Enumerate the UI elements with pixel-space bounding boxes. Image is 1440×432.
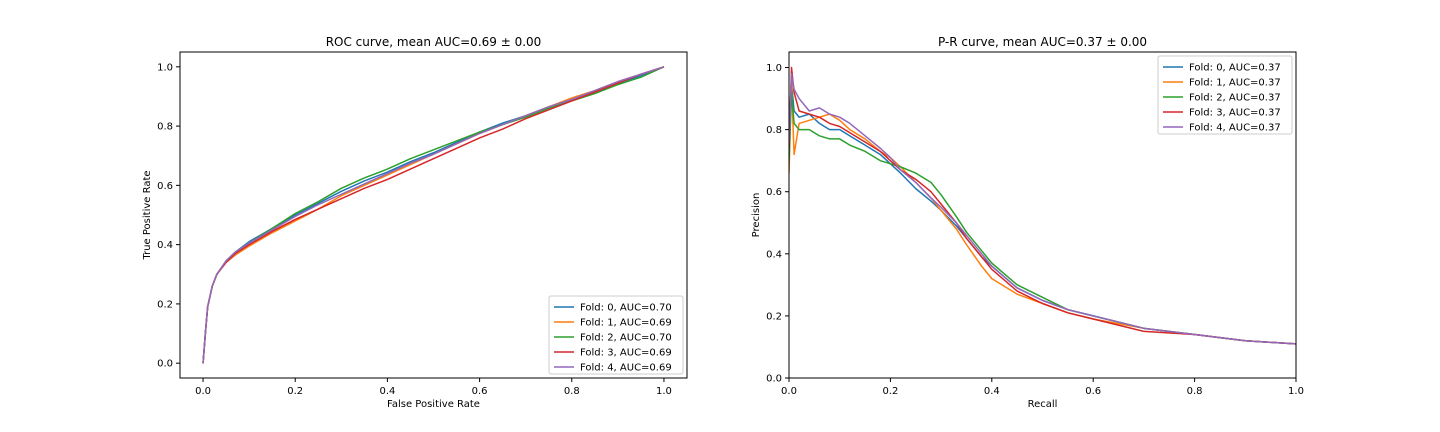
roc-y-tick-label: 1.0 (157, 62, 173, 73)
roc-x-axis-label: False Positive Rate (387, 399, 480, 410)
pr-x-tick-label: 0.0 (781, 386, 797, 397)
pr-y-tick-label: 0.2 (766, 311, 782, 322)
pr-legend-box (1157, 55, 1293, 135)
roc-x-tick-label: 0.8 (564, 386, 580, 397)
roc-x-tick-label: 1.0 (656, 386, 672, 397)
pr-legend-entry: Fold: 3, AUC=0.37 (1189, 108, 1281, 119)
pr-y-tick-label: 1.0 (766, 63, 782, 74)
pr-legend-entry: Fold: 1, AUC=0.37 (1189, 78, 1281, 89)
roc-x-tick-label: 0.4 (379, 386, 395, 397)
roc-y-tick-label: 0.2 (157, 299, 173, 310)
roc-y-tick-label: 0.0 (157, 359, 173, 370)
pr-series-fold-4 (789, 72, 1296, 345)
roc-legend-entry: Fold: 0, AUC=0.70 (580, 303, 672, 314)
roc-legend-entry: Fold: 4, AUC=0.69 (580, 363, 672, 374)
roc-axes-frame (179, 51, 688, 379)
pr-plot-area: 0.0 0.2 0.4 0.6 0.8 1.0 0.0 0.2 0.4 0.6 0.8 1.0 (766, 63, 1304, 397)
roc-y-tick-label: 0.4 (157, 240, 173, 251)
pr-legend: Fold: 0, AUC=0.37 Fold: 1, AUC=0.37 Fold: … (1157, 55, 1293, 135)
roc-x-tick-label: 0.2 (287, 386, 303, 397)
pr-y-tick-label: 0.0 (766, 374, 782, 385)
pr-x-axis-label: Recall (1028, 399, 1058, 410)
pr-y-tick-label: 0.6 (766, 187, 782, 198)
roc-plot-area: 0.0 0.2 0.4 0.6 0.8 1.0 0.0 0.2 0.4 0.6 0.8 1.0 (157, 62, 672, 397)
pr-legend-entry: Fold: 4, AUC=0.37 (1189, 123, 1281, 134)
pr-x-tick-label: 0.4 (984, 386, 1000, 397)
roc-legend-entry: Fold: 3, AUC=0.69 (580, 348, 672, 359)
roc-x-tick-label: 0.6 (472, 386, 488, 397)
pr-legend-entry: Fold: 2, AUC=0.37 (1189, 93, 1281, 104)
roc-y-axis-label: True Positive Rate (142, 170, 153, 260)
roc-legend-box (548, 295, 684, 375)
roc-title: ROC curve, mean AUC=0.69 ± 0.00 (326, 35, 542, 49)
pr-x-tick-label: 0.2 (882, 386, 898, 397)
pr-x-tick-label: 1.0 (1288, 386, 1304, 397)
pr-panel: P-R curve, mean AUC=0.37 ± 0.00 0.0 0.2 0.… (751, 35, 1304, 410)
roc-legend-entry: Fold: 2, AUC=0.70 (580, 333, 672, 344)
roc-legend-entry: Fold: 1, AUC=0.69 (580, 318, 672, 329)
pr-legend-entry: Fold: 0, AUC=0.37 (1189, 63, 1281, 74)
roc-series-fold-4 (202, 66, 665, 364)
pr-y-tick-label: 0.8 (766, 125, 782, 136)
pr-x-tick-label: 0.6 (1085, 386, 1101, 397)
roc-x-tick-label: 0.0 (195, 386, 211, 397)
pr-series-fold-3 (789, 66, 1296, 345)
pr-y-axis-label: Precision (751, 193, 762, 238)
pr-x-tick-label: 0.8 (1187, 386, 1203, 397)
roc-y-tick-label: 0.6 (157, 181, 173, 192)
pr-y-tick-label: 0.4 (766, 249, 782, 260)
pr-axes-frame (788, 51, 1297, 379)
pr-title: P-R curve, mean AUC=0.37 ± 0.00 (938, 35, 1147, 49)
roc-panel: ROC curve, mean AUC=0.69 ± 0.00 0.0 0.2 0.… (142, 35, 688, 410)
roc-y-tick-label: 0.8 (157, 122, 173, 133)
roc-legend: Fold: 0, AUC=0.70 Fold: 1, AUC=0.69 Fold: … (548, 295, 684, 375)
